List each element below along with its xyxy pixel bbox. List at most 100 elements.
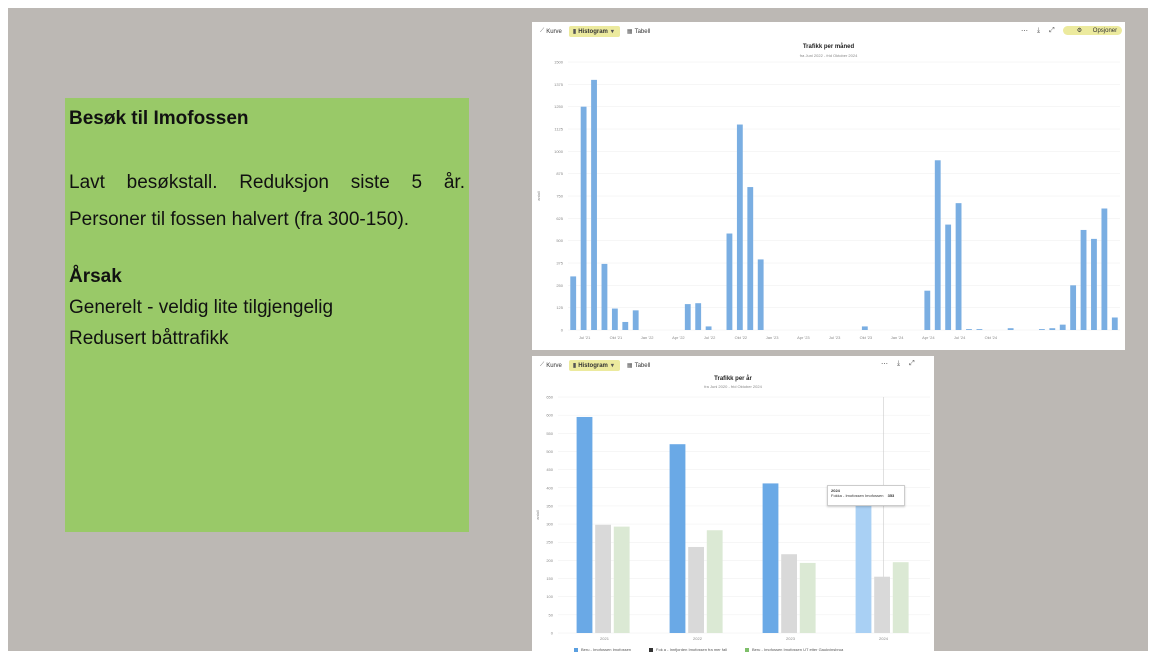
bar — [976, 329, 983, 330]
x-tick-label: Apr '22 — [672, 335, 685, 340]
y-tick-label: 200 — [546, 558, 553, 563]
bar — [1038, 329, 1045, 330]
y-tick-label: 1000 — [554, 149, 564, 154]
cause-heading: Årsak — [69, 266, 122, 287]
bar — [611, 308, 618, 330]
more-icon[interactable]: ⋯ — [1021, 27, 1028, 35]
bar — [706, 530, 723, 633]
bar — [705, 326, 712, 330]
chart-tooltip: 2024 Fokka - Imofossen Imofossen 353 — [827, 485, 905, 506]
bar-chart-icon: ▮ — [572, 363, 577, 369]
table-icon: ▦ — [626, 29, 633, 35]
y-tick-label: 450 — [546, 467, 553, 472]
bar — [580, 106, 587, 331]
x-tick-label: Okt '23 — [860, 335, 873, 340]
legend-label: Beru - Imofossen Imofossen UT etter Gauk… — [751, 647, 844, 652]
tab-kurve[interactable]: ⟋ Kurve — [536, 26, 566, 37]
x-tick-label: 2023 — [786, 636, 796, 641]
bar — [595, 524, 612, 633]
chevron-down-icon: ▾ — [610, 29, 614, 35]
expand-icon[interactable]: ⤢ — [1049, 26, 1055, 34]
tab-tabell[interactable]: ▦ Tabell — [623, 360, 654, 371]
chart-title: Trafikk per år — [714, 376, 752, 382]
download-icon[interactable]: ⤓ — [1037, 26, 1041, 34]
bar-chart-icon: ▮ — [572, 29, 577, 35]
chevron-down-icon: ▾ — [610, 363, 614, 369]
y-tick-label: 125 — [556, 305, 563, 310]
bar — [799, 562, 816, 633]
options-button[interactable]: ⚙ Opsjoner — [1062, 26, 1123, 35]
chart-legend: Beru - Imofossen Imofossen Fok a - Innfj… — [574, 647, 861, 652]
legend-item[interactable]: Fok a - Innfjorden Imofossen fra mer fal… — [649, 647, 727, 652]
bar — [688, 546, 705, 633]
bar — [601, 263, 608, 330]
y-tick-label: 375 — [556, 261, 563, 266]
bar — [576, 416, 593, 633]
tab-label: Tabell — [634, 362, 651, 369]
bar — [757, 259, 764, 330]
bar — [632, 310, 639, 330]
line-chart-icon: ⟋ — [540, 28, 545, 34]
tab-histogram[interactable]: ▮ Histogram ▾ — [568, 360, 620, 371]
tab-kurve[interactable]: ⟋ Kurve — [536, 360, 566, 371]
y-tick-label: 250 — [546, 540, 553, 545]
y-tick-label: 1125 — [554, 127, 563, 132]
y-tick-label: 350 — [546, 503, 553, 508]
options-label: Opsjoner — [1092, 28, 1118, 34]
bar — [570, 276, 577, 330]
y-tick-label: 400 — [546, 485, 553, 490]
download-icon[interactable]: ⤓ — [897, 360, 901, 367]
y-tick-label: 250 — [556, 283, 563, 288]
y-tick-label: 150 — [546, 576, 553, 581]
monthly-chart: 0 125 250 375 500 625 750 875 1000 1125 1250 1375 15… — [536, 60, 1120, 340]
tab-histogram[interactable]: ▮ Histogram ▾ — [568, 26, 620, 37]
bar — [1070, 285, 1077, 330]
bar — [726, 233, 733, 330]
legend-item[interactable]: Beru - Imofossen Imofossen UT etter Gauk… — [744, 647, 844, 652]
bar — [934, 160, 941, 330]
bar — [1049, 328, 1056, 330]
more-icon[interactable]: ⋯ — [881, 361, 888, 368]
y-tick-label: 0 — [551, 631, 554, 636]
bar — [855, 505, 872, 633]
table-icon: ▦ — [626, 363, 633, 369]
bar — [861, 326, 868, 330]
y-tick-label: 550 — [546, 431, 553, 436]
bar — [945, 224, 952, 330]
tab-tabell[interactable]: ▦ Tabell — [623, 26, 654, 37]
bar — [684, 304, 691, 330]
bar — [1101, 208, 1108, 330]
y-tick-label: 600 — [546, 413, 553, 418]
x-tick-label: Jan '23 — [766, 335, 780, 340]
bar — [966, 329, 972, 330]
y-tick-label: 500 — [546, 449, 553, 454]
y-tick-label: 100 — [546, 594, 553, 599]
x-tick-label: Jul '22 — [704, 335, 716, 340]
y-tick-label: 650 — [546, 395, 553, 400]
tooltip-value: 353 — [887, 493, 895, 498]
y-axis-label: antall — [535, 510, 540, 520]
note-body: Lavt besøkstall. Reduksjon siste 5 år. P… — [69, 172, 465, 230]
x-tick-label: Okt '21 — [610, 335, 623, 340]
bar — [736, 124, 743, 331]
bar — [747, 187, 754, 330]
bar — [613, 526, 630, 633]
legend-label: Fok a - Innfjorden Imofossen fra mer fal… — [656, 647, 727, 652]
legend-swatch — [744, 647, 749, 652]
x-tick-label: Jul '23 — [829, 335, 841, 340]
line-chart-icon: ⟋ — [540, 362, 545, 368]
y-tick-label: 300 — [546, 522, 553, 527]
expand-icon[interactable]: ⤢ — [909, 360, 915, 367]
x-tick-label: Jul '21 — [579, 335, 591, 340]
y-tick-label: 750 — [556, 194, 563, 199]
x-tick-label: Okt '24 — [985, 335, 998, 340]
x-tick-label: 2021 — [600, 636, 610, 641]
y-tick-label: 625 — [556, 216, 563, 221]
chart-actions: ⋯ ⤓ ⤢ — [872, 360, 915, 368]
tooltip-text: Fokka - Imofossen Imofossen — [831, 493, 884, 498]
bar — [874, 576, 891, 633]
legend-item[interactable]: Beru - Imofossen Imofossen — [574, 647, 631, 652]
bar — [1059, 324, 1066, 330]
chart-title: Trafikk per måned — [802, 44, 855, 50]
bar — [669, 444, 686, 633]
